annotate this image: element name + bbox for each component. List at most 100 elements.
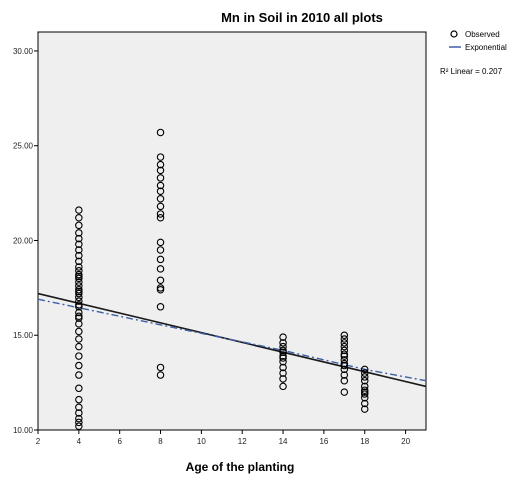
- legend-observed-label: Observed: [465, 30, 500, 39]
- x-tick-label: 4: [77, 437, 82, 446]
- x-tick-label: 16: [319, 437, 328, 446]
- observed-point: [75, 335, 83, 343]
- observed-point: [340, 339, 349, 347]
- observed-point: [156, 213, 165, 222]
- observed-point: [360, 399, 369, 408]
- observed-point: [156, 195, 165, 203]
- observed-point: [156, 284, 165, 292]
- observed-point: [75, 206, 83, 214]
- legend-observed-marker: [450, 30, 458, 38]
- observed-point: [279, 369, 287, 377]
- observed-point: [75, 297, 83, 305]
- observed-point: [340, 342, 349, 351]
- y-axis: 10.00 15.00 20.00 25.00 30.00: [13, 47, 38, 435]
- observed-point: [279, 339, 287, 347]
- observed-point: [279, 363, 287, 372]
- observed-point: [340, 335, 349, 343]
- observed-point: [360, 405, 369, 413]
- observed-points: [75, 128, 369, 430]
- observed-point: [156, 153, 165, 161]
- observed-point: [279, 354, 287, 362]
- observed-point: [360, 390, 369, 398]
- observed-point: [360, 376, 369, 385]
- observed-point: [279, 342, 287, 351]
- observed-point: [156, 166, 165, 175]
- observed-point: [360, 373, 369, 381]
- x-tick-label: 20: [401, 437, 410, 446]
- observed-point: [156, 202, 165, 211]
- y-tick-label: 10.00: [13, 426, 34, 435]
- observed-point: [75, 229, 83, 237]
- observed-point: [75, 282, 83, 290]
- observed-point: [340, 346, 349, 355]
- observed-point: [75, 278, 83, 286]
- legend-exponential-label: Exponential: [465, 43, 507, 52]
- observed-point: [75, 234, 83, 243]
- x-axis-label: Age of the planting: [186, 460, 295, 474]
- observed-point: [279, 375, 287, 383]
- observed-point: [156, 276, 165, 285]
- observed-point: [156, 238, 165, 247]
- y-tick-label: 15.00: [13, 331, 34, 340]
- y-tick-label: 20.00: [13, 236, 34, 245]
- observed-point: [340, 376, 349, 385]
- x-tick-label: 12: [238, 437, 247, 446]
- observed-point: [75, 409, 83, 417]
- observed-point: [340, 371, 349, 379]
- chart-title: Mn in Soil in 2010 all plots: [221, 10, 383, 25]
- x-tick-label: 10: [197, 437, 206, 446]
- observed-point: [156, 174, 165, 182]
- observed-point: [75, 293, 83, 302]
- observed-point: [75, 384, 83, 393]
- observed-point: [156, 371, 165, 379]
- observed-point: [75, 418, 83, 427]
- observed-point: [75, 371, 83, 379]
- observed-point: [279, 358, 287, 366]
- observed-point: [75, 320, 83, 328]
- fit-lines: [37, 292, 427, 388]
- observed-point: [360, 369, 369, 377]
- observed-point: [75, 395, 83, 404]
- observed-point: [156, 246, 165, 254]
- observed-point: [340, 361, 349, 370]
- observed-point: [75, 263, 83, 271]
- observed-point: [75, 221, 83, 230]
- observed-point: [156, 210, 165, 218]
- observed-point: [340, 350, 349, 358]
- observed-point: [360, 365, 369, 374]
- observed-point: [156, 128, 165, 137]
- observed-point: [75, 257, 83, 266]
- observed-point: [75, 267, 83, 275]
- observed-point: [340, 388, 349, 396]
- x-tick-label: 2: [36, 437, 41, 446]
- observed-point: [75, 403, 83, 412]
- x-axis: 2 4 6 8 10 12 14 16 18 20: [36, 430, 411, 446]
- observed-point: [75, 301, 83, 309]
- observed-point: [75, 422, 83, 430]
- plot-area: [37, 31, 427, 431]
- x-tick-label: 8: [158, 437, 163, 446]
- observed-point: [75, 308, 83, 317]
- legend-r2-label: R² Linear = 0.207: [440, 67, 503, 76]
- observed-point: [75, 272, 83, 281]
- observed-point: [360, 394, 369, 402]
- observed-point: [340, 365, 349, 374]
- observed-point: [279, 382, 287, 391]
- observed-point: [156, 255, 165, 264]
- observed-point: [156, 160, 165, 169]
- observed-point: [156, 363, 165, 372]
- observed-point: [75, 246, 83, 254]
- observed-point: [156, 303, 165, 311]
- observed-point: [75, 327, 83, 336]
- observed-point: [360, 382, 369, 391]
- observed-point: [75, 312, 83, 321]
- observed-point: [279, 346, 287, 355]
- observed-point: [75, 287, 83, 296]
- legend: Observed Exponential R² Linear = 0.207: [440, 30, 507, 76]
- observed-point: [75, 352, 83, 360]
- observed-point: [279, 333, 287, 341]
- observed-point: [156, 187, 165, 195]
- x-tick-label: 14: [279, 437, 288, 446]
- observed-point: [75, 240, 83, 249]
